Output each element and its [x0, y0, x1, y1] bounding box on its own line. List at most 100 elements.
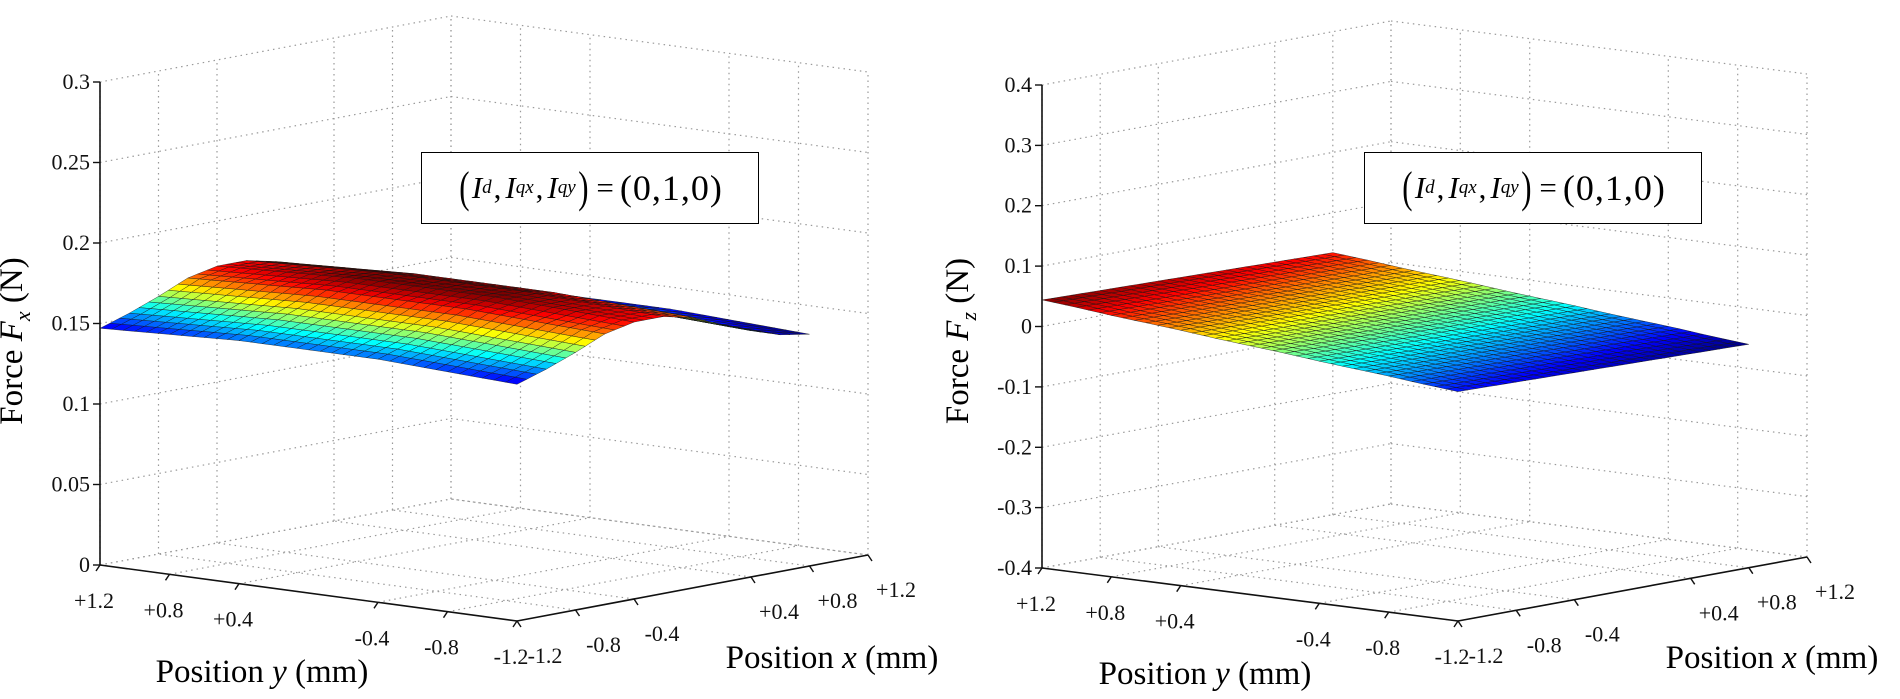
- x-tick: [1690, 577, 1696, 585]
- equals-sign: =: [596, 170, 614, 205]
- y-tick: [1176, 585, 1182, 593]
- gridline: [1390, 80, 1808, 135]
- x-tick-label: +0.4: [759, 599, 799, 624]
- separator: ,: [493, 170, 502, 205]
- current-subscript: qx: [1458, 177, 1477, 198]
- y-tick: [1314, 602, 1320, 610]
- gridline: [1390, 20, 1808, 75]
- gridline: [158, 553, 576, 611]
- z-tick-label: 0: [1021, 314, 1032, 339]
- x-axis: [516, 554, 869, 622]
- y-tick: [164, 573, 171, 581]
- close-paren: ): [1520, 163, 1532, 212]
- gridline: [1332, 514, 1749, 569]
- y-tick: [95, 564, 101, 572]
- x-tick: [867, 554, 873, 562]
- gridline: [1041, 322, 1392, 388]
- gridline: [450, 337, 869, 395]
- y-tick: [442, 611, 449, 619]
- x-tick: [516, 620, 522, 628]
- gridline: [450, 95, 869, 154]
- z-axis-label: Force Fx (N): [0, 257, 35, 424]
- gridline: [333, 520, 752, 578]
- gridline: [377, 535, 730, 603]
- gridline: [99, 417, 452, 486]
- x-tick: [633, 598, 639, 606]
- gridline: [1041, 141, 1392, 207]
- surface-patch: [1446, 387, 1468, 392]
- gridline: [1390, 382, 1808, 437]
- y-tick-label: +1.2: [1016, 591, 1056, 616]
- x-axis-label: Position x (mm): [1666, 640, 1879, 676]
- current-values: (0,1,0): [1562, 168, 1666, 208]
- gridline: [1041, 443, 1392, 509]
- x-tick: [574, 609, 581, 617]
- y-tick-label: +0.8: [144, 597, 184, 622]
- gridline: [1111, 512, 1461, 578]
- z-axis-label: Force Fz (N): [940, 258, 981, 424]
- gridline: [1388, 547, 1738, 613]
- gridline: [1041, 503, 1392, 569]
- current-symbol: I: [1414, 170, 1426, 205]
- separator: ,: [1478, 170, 1487, 205]
- gridline: [1041, 201, 1392, 267]
- open-paren: (: [1402, 163, 1413, 212]
- x-tick-label: -0.4: [645, 621, 680, 646]
- gridline: [1390, 443, 1808, 498]
- gridline: [1390, 503, 1808, 558]
- gridline: [447, 545, 799, 613]
- gridline: [99, 256, 452, 325]
- current-subscript: d: [482, 177, 492, 198]
- current-subscript: d: [1425, 177, 1435, 198]
- gridline: [1390, 201, 1808, 256]
- gridline: [1274, 524, 1691, 579]
- axis-label-unit: (mm): [857, 640, 939, 676]
- y-tick: [1453, 620, 1459, 628]
- axis-label-text: Position: [156, 654, 272, 690]
- gridline: [450, 498, 869, 556]
- axis-label-subscript: z: [956, 312, 981, 322]
- x-tick-label: -0.8: [586, 632, 621, 657]
- gridline: [99, 498, 452, 566]
- x-tick-label: -0.4: [1585, 622, 1620, 647]
- y-tick: [1037, 567, 1043, 575]
- gridline: [1100, 556, 1517, 611]
- axis-label-symbol: F: [0, 320, 30, 342]
- x-tick-label: +0.8: [818, 588, 858, 613]
- y-tick-label: -0.4: [355, 625, 390, 650]
- x-tick: [1806, 556, 1812, 564]
- current-symbol: I: [1490, 170, 1501, 205]
- z-tick-label: 0.2: [63, 230, 91, 255]
- gridline: [450, 256, 869, 315]
- z-tick-label: -0.2: [997, 434, 1032, 459]
- surface-plot-right: -0.4 -0.3 -0.2 -0.1 0 0.1 0.2 0.3 0.4 +1.2 +0.8 +0.…: [940, 20, 1879, 692]
- gridline: [216, 542, 635, 600]
- open-paren: (: [459, 163, 470, 212]
- z-tick-label: 0.1: [63, 391, 91, 416]
- equals-sign: =: [1539, 170, 1557, 205]
- z-tick-label: 0.2: [1005, 193, 1033, 218]
- close-paren: ): [577, 163, 589, 212]
- x-tick-label: -1.2: [528, 643, 563, 668]
- gridline: [1041, 20, 1392, 86]
- gridline: [169, 507, 521, 575]
- x-tick-label: -1.2: [1469, 643, 1504, 668]
- axis-label-text: Position: [1666, 640, 1782, 676]
- x-tick: [750, 576, 756, 584]
- y-tick-label: -0.8: [424, 635, 459, 660]
- x-tick-label: +1.2: [1815, 579, 1855, 604]
- axis-label-symbol: x: [1781, 640, 1797, 676]
- separator: ,: [1436, 170, 1445, 205]
- current-subscript: qy: [1500, 177, 1519, 198]
- axis-label-text: Position: [726, 640, 842, 676]
- axis-label-symbol: F: [940, 320, 976, 342]
- y-tick-label: +0.4: [1155, 609, 1195, 634]
- y-tick-label: -0.4: [1296, 626, 1331, 651]
- gridline: [1390, 261, 1808, 317]
- z-tick-label: -0.3: [997, 495, 1032, 520]
- y-tick-label: +0.4: [213, 607, 253, 632]
- y-tick: [234, 583, 240, 591]
- axis-label-text: Force: [0, 341, 30, 424]
